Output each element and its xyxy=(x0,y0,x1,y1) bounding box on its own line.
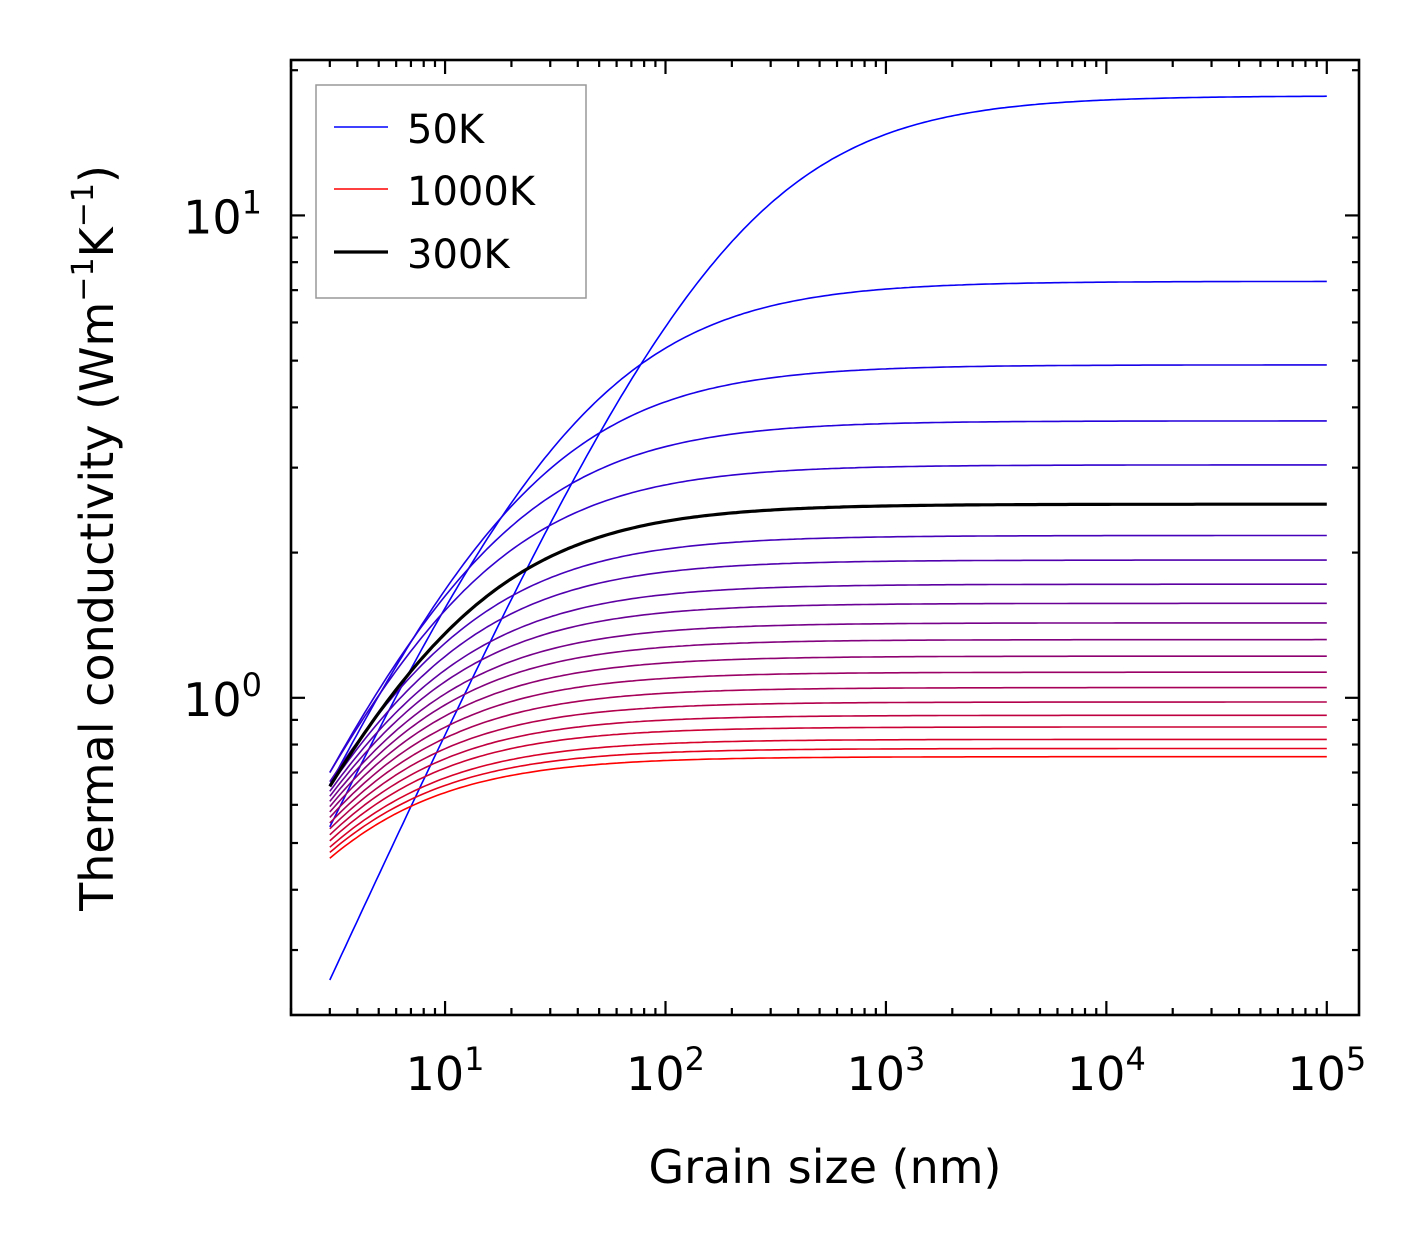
series-line-600k xyxy=(329,638,1327,808)
x-tick-label-1: 101 xyxy=(406,1040,485,1101)
plot-frame xyxy=(289,58,1361,1017)
series-line-50k xyxy=(329,95,1327,981)
y-axis-label-exp2: −1 xyxy=(66,183,101,227)
series-line-150k xyxy=(329,364,1327,786)
y-tick-label-1: 101 xyxy=(183,183,262,244)
x-tick-label-5: 105 xyxy=(1287,1040,1366,1101)
y-axis-label-mid: K xyxy=(70,225,124,257)
series-line-350k xyxy=(329,534,1327,783)
series-line-900k xyxy=(329,726,1327,842)
tick-labels: 101 102 103 104 105 100 101 xyxy=(183,183,1366,1101)
series-line-700k xyxy=(329,671,1327,818)
legend-frame xyxy=(315,84,587,299)
series-line-450k xyxy=(329,583,1327,792)
series-line-100k xyxy=(329,280,1327,828)
series-line-650k xyxy=(329,655,1327,813)
series-line-1000k-upper xyxy=(329,747,1327,854)
series-line-300k xyxy=(328,502,1327,788)
series-line-500k xyxy=(329,602,1327,797)
series-layer xyxy=(328,95,1327,981)
series-line-400k xyxy=(329,559,1327,787)
legend-label-1000k: 1000K xyxy=(407,169,537,215)
legend-label-300k: 300K xyxy=(407,232,511,278)
series-line-200k xyxy=(329,420,1327,773)
y-axis-label-end: ) xyxy=(70,165,124,183)
y-axis-label-exp1: −1 xyxy=(66,257,101,301)
series-line-750k xyxy=(329,686,1327,824)
y-axis-label-base: Thermal conductivity (Wm xyxy=(70,302,124,912)
series-line-250k xyxy=(329,464,1327,773)
legend: 50K 1000K 300K xyxy=(315,84,587,299)
x-axis-label: Grain size (nm) xyxy=(649,1140,1002,1194)
y-axis-label: Thermal conductivity (Wm−1K−1) xyxy=(66,165,124,912)
series-line-1000k xyxy=(329,755,1327,859)
series-line-950k xyxy=(329,738,1327,848)
legend-label-50k: 50K xyxy=(407,107,486,153)
series-line-800k xyxy=(329,701,1327,830)
x-tick-label-2: 102 xyxy=(626,1040,705,1101)
series-line-850k xyxy=(329,714,1327,836)
series-line-550k xyxy=(329,622,1327,802)
y-tick-label-0: 100 xyxy=(183,666,262,727)
x-tick-label-4: 104 xyxy=(1067,1040,1146,1101)
x-tick-label-3: 103 xyxy=(846,1040,925,1101)
